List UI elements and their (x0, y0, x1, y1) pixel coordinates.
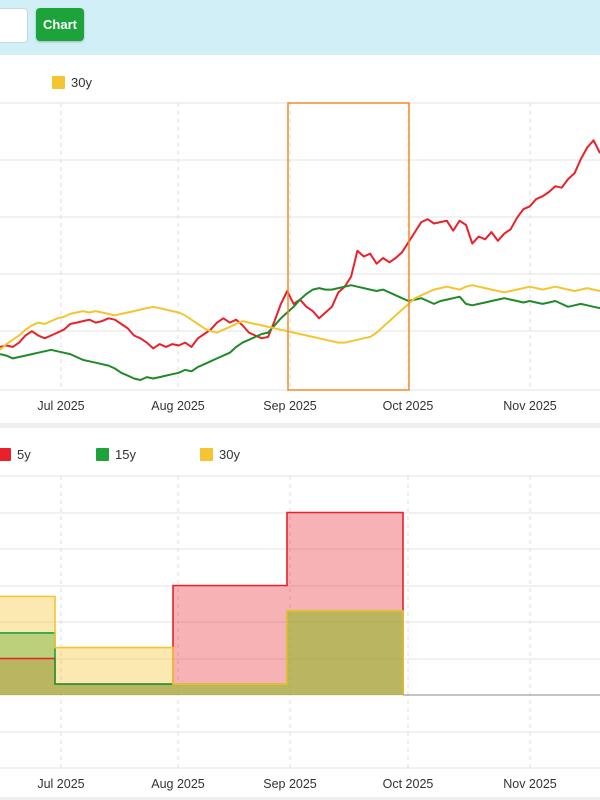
top-toolbar: Chart (0, 0, 600, 55)
legend-label-15y: 15y (115, 447, 136, 462)
legend: 30y (52, 75, 92, 90)
legend-swatch-30y (200, 448, 213, 461)
legend-label-30y: 30y (219, 447, 240, 462)
x-tick-label: Sep 2025 (263, 777, 317, 791)
x-tick-label: Aug 2025 (151, 399, 205, 413)
x-tick-label: Jul 2025 (37, 399, 84, 413)
x-tick-label: Oct 2025 (383, 777, 434, 791)
area-fill-15y (0, 611, 403, 695)
legend-swatch-5y (0, 448, 11, 461)
x-tick-label: Oct 2025 (383, 399, 434, 413)
bottom-divider (0, 797, 600, 800)
series-line-0 (0, 139, 600, 350)
legend-label-5y: 5y (17, 447, 31, 462)
chart-button[interactable]: Chart (36, 8, 84, 41)
chart-divider (0, 423, 600, 428)
selection-range-box (287, 102, 410, 391)
x-tick-label: Aug 2025 (151, 777, 205, 791)
top-line-chart: Jul 2025 Aug 2025 Sep 2025 Oct 2025 Nov 2025… (0, 75, 600, 413)
x-tick-label: Sep 2025 (263, 399, 317, 413)
legend-label-30y: 30y (71, 75, 92, 90)
area-line-30y (0, 595, 404, 695)
legend-swatch-15y (96, 448, 109, 461)
series-line-1 (0, 284, 600, 381)
bottom-area-chart: Jul 2025 Aug 2025 Sep 2025 Oct 2025 Nov 2025… (0, 447, 600, 791)
legend-swatch-30y (52, 76, 65, 89)
toolbar-input[interactable] (0, 8, 28, 43)
x-tick-label: Nov 2025 (503, 777, 557, 791)
area-fill-30y (0, 596, 403, 695)
x-tick-label: Nov 2025 (503, 399, 557, 413)
area-fill-5y (0, 512, 403, 695)
series-line-30y (0, 284, 600, 351)
x-tick-label: Jul 2025 (37, 777, 84, 791)
